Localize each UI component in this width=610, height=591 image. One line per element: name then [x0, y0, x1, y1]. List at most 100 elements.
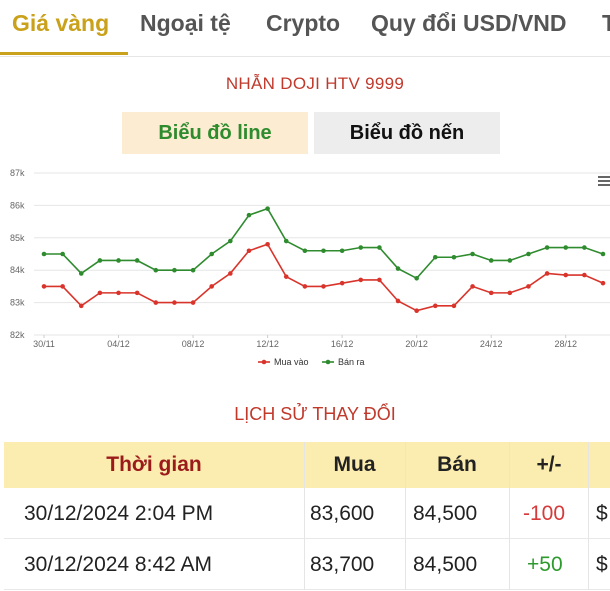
tab-overflow[interactable]: T: [602, 10, 610, 36]
data-point: [321, 248, 326, 254]
column-divider: [405, 442, 406, 590]
data-point: [228, 238, 233, 244]
series-line: [44, 207, 604, 280]
data-point: [451, 303, 457, 309]
y-tick-label: 82k: [10, 330, 25, 340]
data-point: [451, 254, 457, 260]
data-point: [358, 245, 364, 250]
header-buy: Mua: [333, 453, 376, 476]
data-point: [488, 290, 494, 296]
y-tick-label: 86k: [10, 200, 25, 210]
data-point: [321, 284, 326, 289]
row-extra: $: [596, 553, 608, 576]
row-buy: 83,700: [310, 553, 375, 576]
row-sell: 84,500: [413, 553, 478, 576]
data-point: [153, 300, 159, 305]
x-tick-label: 08/12: [182, 339, 205, 349]
data-point: [283, 238, 289, 244]
price-chart: 82k 83k 84k 85k 86k 87k 30/11 04/12 08/12 12/12 16…: [10, 168, 610, 367]
data-point: [116, 258, 121, 263]
x-tick-label: 28/12: [554, 339, 577, 349]
row-time: 30/12/2024 2:04 PM: [24, 502, 214, 525]
y-tick-label: 87k: [10, 168, 25, 178]
y-tick-label: 85k: [10, 233, 25, 243]
data-point: [172, 300, 177, 305]
data-point: [339, 248, 345, 254]
data-point: [470, 251, 475, 257]
data-point: [172, 267, 177, 273]
data-point: [134, 258, 140, 263]
table-row: 30/12/2024 8:42 AM 83,700 84,500 +50 $: [4, 539, 610, 590]
data-point: [563, 245, 569, 250]
data-point: [246, 248, 252, 254]
data-point: [563, 272, 569, 278]
active-tab-indicator: [0, 52, 128, 55]
data-point: [339, 280, 345, 286]
series-line: [44, 243, 604, 312]
data-point: [526, 251, 531, 257]
legend-label: Bán ra: [338, 357, 365, 367]
line-chart-button[interactable]: Biểu đồ line: [122, 112, 308, 154]
tab-crypto[interactable]: Crypto: [266, 10, 341, 36]
column-divider: [588, 442, 589, 590]
header-sell: Bán: [437, 453, 477, 476]
legend-swatch-dot: [325, 359, 331, 365]
data-point: [507, 290, 513, 296]
data-point: [153, 267, 159, 273]
x-tick-label: 04/12: [107, 339, 130, 349]
row-sell: 84,500: [413, 502, 478, 525]
data-point: [582, 245, 587, 250]
data-point: [78, 303, 84, 309]
data-point: [78, 271, 84, 276]
x-tick-label: 20/12: [405, 339, 428, 349]
data-point: [600, 280, 606, 286]
data-point: [97, 258, 103, 263]
data-point: [41, 284, 47, 289]
data-point: [414, 308, 419, 313]
data-point: [209, 251, 214, 257]
data-point: [190, 300, 196, 305]
x-tick-label: 30/11: [33, 339, 55, 349]
y-tick-label: 83k: [10, 298, 25, 308]
data-point: [209, 284, 214, 289]
data-point: [600, 251, 606, 257]
tab-foreign-currency[interactable]: Ngoại tệ: [140, 10, 231, 36]
data-point: [228, 271, 233, 276]
data-point: [302, 284, 308, 289]
row-extra: $: [596, 502, 608, 525]
row-time: 30/12/2024 8:42 AM: [24, 553, 212, 576]
data-point: [60, 284, 65, 289]
data-point: [582, 272, 587, 278]
data-point: [302, 248, 308, 254]
data-point: [433, 254, 438, 260]
data-point: [433, 303, 438, 309]
product-title: NHẪN DOJI HTV 9999: [225, 74, 405, 93]
data-point: [414, 276, 419, 281]
data-point: [377, 277, 382, 283]
tab-gold[interactable]: Giá vàng: [12, 10, 110, 36]
row-change: +50: [527, 553, 563, 576]
data-point: [377, 245, 382, 250]
chart-menu-icon[interactable]: [598, 176, 610, 186]
data-point: [190, 267, 196, 273]
x-tick-label: 12/12: [256, 339, 279, 349]
data-point: [265, 206, 270, 211]
y-tick-label: 84k: [10, 265, 25, 275]
column-divider: [509, 442, 510, 590]
data-point: [544, 245, 550, 250]
data-point: [97, 290, 103, 296]
data-point: [134, 290, 140, 296]
candlestick-chart-button[interactable]: Biểu đồ nến: [314, 112, 500, 154]
x-tick-label: 24/12: [480, 339, 503, 349]
data-point: [116, 290, 121, 296]
data-point: [544, 271, 550, 276]
row-change: -100: [523, 502, 566, 525]
data-point: [358, 277, 364, 283]
data-point: [60, 251, 65, 257]
history-title: LỊCH SỬ THAY ĐỔI: [234, 404, 396, 424]
data-point: [265, 241, 270, 247]
tab-usd-vnd-converter[interactable]: Quy đổi USD/VND: [371, 10, 567, 36]
data-point: [283, 274, 289, 279]
data-point: [488, 258, 494, 263]
data-point: [526, 284, 531, 289]
